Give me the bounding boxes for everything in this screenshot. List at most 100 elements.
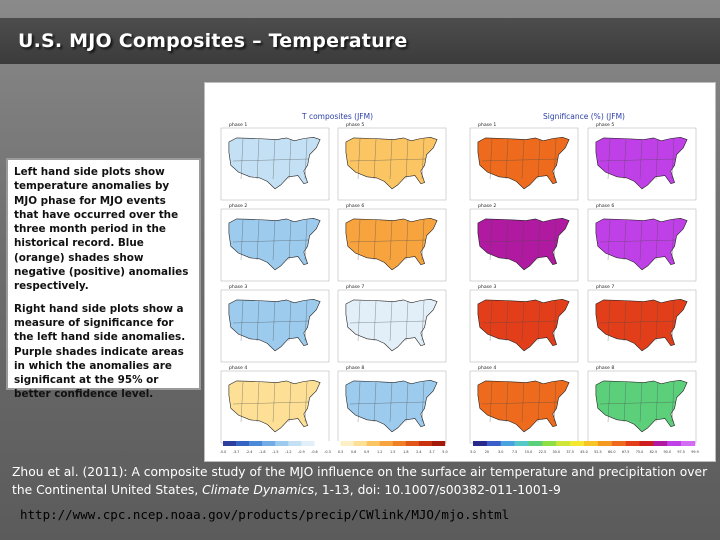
colorbar-swatch — [639, 441, 654, 446]
panel-phase-label: phase 5 — [346, 122, 364, 128]
state-boundary — [232, 158, 310, 162]
panel-phase-label: phase 1 — [478, 122, 496, 128]
state-boundary — [655, 300, 659, 342]
colorbar-swatch — [288, 441, 302, 446]
map-panel: phase 4 — [469, 365, 579, 444]
colorbar-swatch — [514, 441, 529, 446]
citation: Zhou et al. (2011): A composite study of… — [12, 463, 712, 499]
panel-phase-label: phase 4 — [229, 365, 247, 371]
state-boundary — [373, 300, 377, 342]
state-boundary — [655, 381, 659, 423]
colorbar-tick-label: 7.5 — [512, 450, 517, 454]
colorbar-swatch — [542, 441, 557, 446]
state-boundary — [232, 320, 310, 324]
colorbar-tick-label: -1.2 — [285, 450, 292, 454]
state-boundary — [505, 381, 509, 423]
state-boundary — [288, 300, 292, 342]
colorbar-tick-label: 90.0 — [663, 450, 671, 454]
state-boundary — [405, 300, 409, 342]
state-boundary — [389, 300, 393, 342]
state-boundary — [389, 138, 393, 180]
panel-phase-label: phase 6 — [596, 203, 614, 209]
colorbar-tick-label: -1.8 — [259, 450, 266, 454]
state-boundary — [607, 381, 611, 423]
colorbar-swatch — [353, 441, 367, 446]
colorbar-swatch — [611, 441, 626, 446]
state-boundary — [405, 219, 409, 261]
us-map-shape — [228, 298, 321, 352]
citation-journal: Climate Dynamics — [202, 483, 315, 497]
state-boundary — [607, 138, 611, 180]
colorbar-swatch — [556, 441, 571, 446]
state-boundary — [357, 381, 361, 423]
colorbar-tick-label: 5.0 — [470, 450, 475, 454]
colorbar-tick-label: 37.5 — [566, 450, 574, 454]
colorbar-swatch — [327, 441, 341, 446]
colorbar-tick-label: 20 — [485, 450, 489, 454]
state-boundary — [357, 219, 361, 261]
state-boundary — [349, 401, 427, 405]
colorbar-tick-label: 67.5 — [622, 450, 630, 454]
state-boundary — [240, 219, 244, 261]
state-boundary — [489, 300, 493, 342]
colorbar-swatch — [528, 441, 543, 446]
colorbar-tick-label: 2.4 — [416, 450, 421, 454]
slide-title: U.S. MJO Composites – Temperature — [18, 30, 408, 52]
colorbar-tick-label: 30.0 — [552, 450, 560, 454]
us-map-shape — [595, 298, 688, 352]
state-boundary — [240, 381, 244, 423]
state-boundary — [240, 300, 244, 342]
state-boundary — [272, 138, 276, 180]
state-boundary — [599, 320, 677, 324]
map-panel: phase 3 — [220, 284, 330, 363]
us-map-shape — [595, 217, 688, 271]
state-boundary — [256, 219, 260, 261]
us-map-shape — [345, 379, 438, 433]
colorbar-swatch — [667, 441, 682, 446]
state-boundary — [607, 300, 611, 342]
map-panel: phase 2 — [469, 203, 579, 282]
state-boundary — [405, 138, 409, 180]
map-panel: phase 7 — [337, 284, 447, 363]
colorbar-tick-label: -0.3 — [324, 450, 331, 454]
colorbar-swatch — [366, 441, 380, 446]
colorbar-swatch — [249, 441, 263, 446]
colorbar-tick-label: -5.0 — [220, 450, 227, 454]
colorbar-swatch — [262, 441, 276, 446]
state-boundary — [373, 381, 377, 423]
state-boundary — [623, 138, 627, 180]
source-url: http://www.cpc.ncep.noaa.gov/products/pr… — [20, 507, 510, 522]
state-boundary — [489, 381, 493, 423]
colorbar-swatch — [486, 441, 501, 446]
state-boundary — [537, 219, 541, 261]
panel-phase-label: phase 7 — [596, 284, 614, 290]
state-boundary — [505, 138, 509, 180]
colorbar-tick-label: 3.7 — [429, 450, 434, 454]
colorbar-tick-label: -1.5 — [272, 450, 279, 454]
colorbar-swatch — [379, 441, 393, 446]
panel-phase-label: phase 7 — [346, 284, 364, 290]
colorbar-swatch — [418, 441, 433, 446]
state-boundary — [373, 138, 377, 180]
panel-phase-label: phase 3 — [229, 284, 247, 290]
panel-phase-label: phase 2 — [478, 203, 496, 209]
right-heading: Significance (%) (JFM) — [543, 112, 625, 121]
panel-phase-label: phase 5 — [596, 122, 614, 128]
state-boundary — [357, 300, 361, 342]
map-panel: phase 6 — [337, 203, 447, 282]
title-bar — [0, 18, 720, 64]
state-boundary — [623, 300, 627, 342]
us-map-shape — [595, 379, 688, 433]
colorbar-swatch — [681, 441, 696, 446]
colorbar-tick-label: 3.0 — [498, 450, 503, 454]
colorbar-tick-label: 1.2 — [377, 450, 382, 454]
state-boundary — [373, 219, 377, 261]
colorbar-tick-label: 22.5 — [539, 450, 547, 454]
state-boundary — [240, 138, 244, 180]
state-boundary — [349, 158, 427, 162]
state-boundary — [639, 138, 643, 180]
explanation-right-plots: Right hand side plots show a measure of … — [14, 302, 186, 401]
state-boundary — [481, 158, 559, 162]
us-map-shape — [228, 217, 321, 271]
colorbar-swatch — [625, 441, 640, 446]
